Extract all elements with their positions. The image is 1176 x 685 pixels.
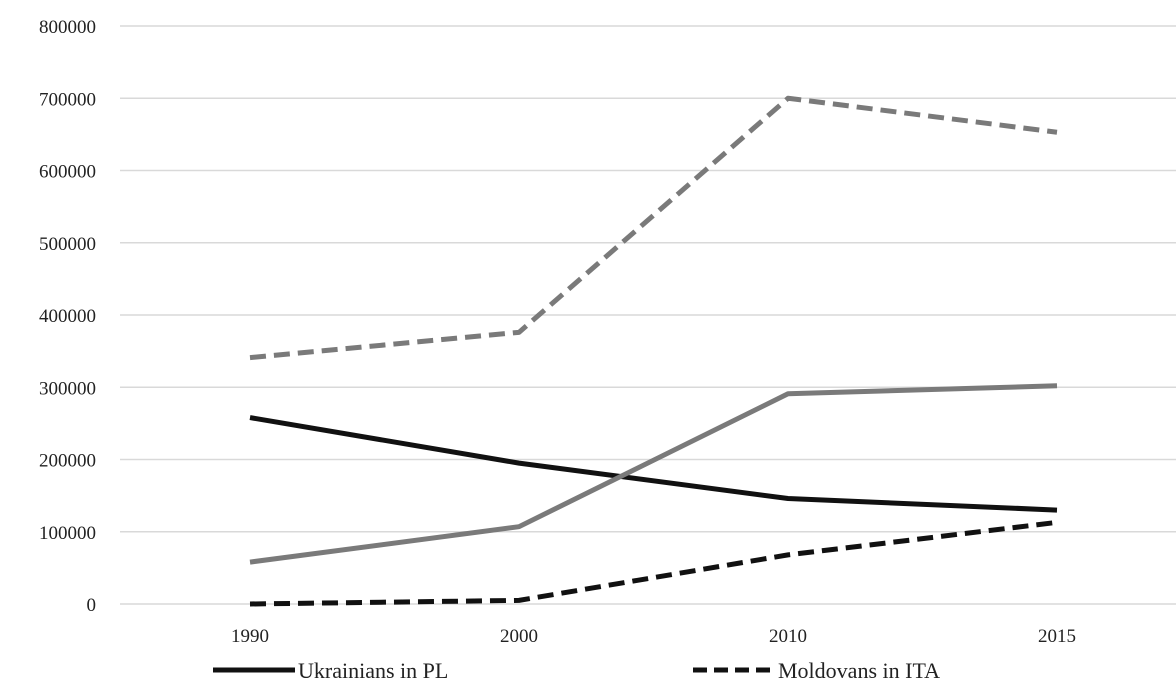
x-axis-tick-labels: 1990 2000 2010 2015 <box>231 626 1076 647</box>
gridlines <box>120 25 1176 605</box>
y-tick-label: 600000 <box>39 162 96 183</box>
legend-label-ukrainians-in-pl: Ukrainians in PL <box>298 658 448 683</box>
x-tick-label: 2000 <box>500 626 538 647</box>
series-line-2 <box>249 519 1058 607</box>
legend-label-moldovans-in-ita: Moldovans in ITA <box>778 658 940 683</box>
y-axis-tick-labels: 0 100000 200000 300000 400000 500000 600000 700… <box>39 17 96 616</box>
y-tick-label: 500000 <box>39 234 96 255</box>
series-line-3 <box>249 383 1058 565</box>
series-line-4 <box>249 95 1058 361</box>
y-tick-label: 0 <box>87 595 97 616</box>
series-lines <box>249 95 1058 607</box>
legend: Ukrainians in PL Moldovans in ITA <box>213 658 940 683</box>
y-tick-label: 800000 <box>39 17 96 38</box>
series-line-1 <box>249 415 1058 513</box>
x-tick-label: 2015 <box>1038 626 1076 647</box>
y-tick-label: 300000 <box>39 378 96 399</box>
y-tick-label: 200000 <box>39 451 96 472</box>
y-tick-label: 400000 <box>39 306 96 327</box>
x-tick-label: 1990 <box>231 626 269 647</box>
y-tick-label: 100000 <box>39 523 96 544</box>
x-tick-label: 2010 <box>769 626 807 647</box>
y-tick-label: 700000 <box>39 89 96 110</box>
